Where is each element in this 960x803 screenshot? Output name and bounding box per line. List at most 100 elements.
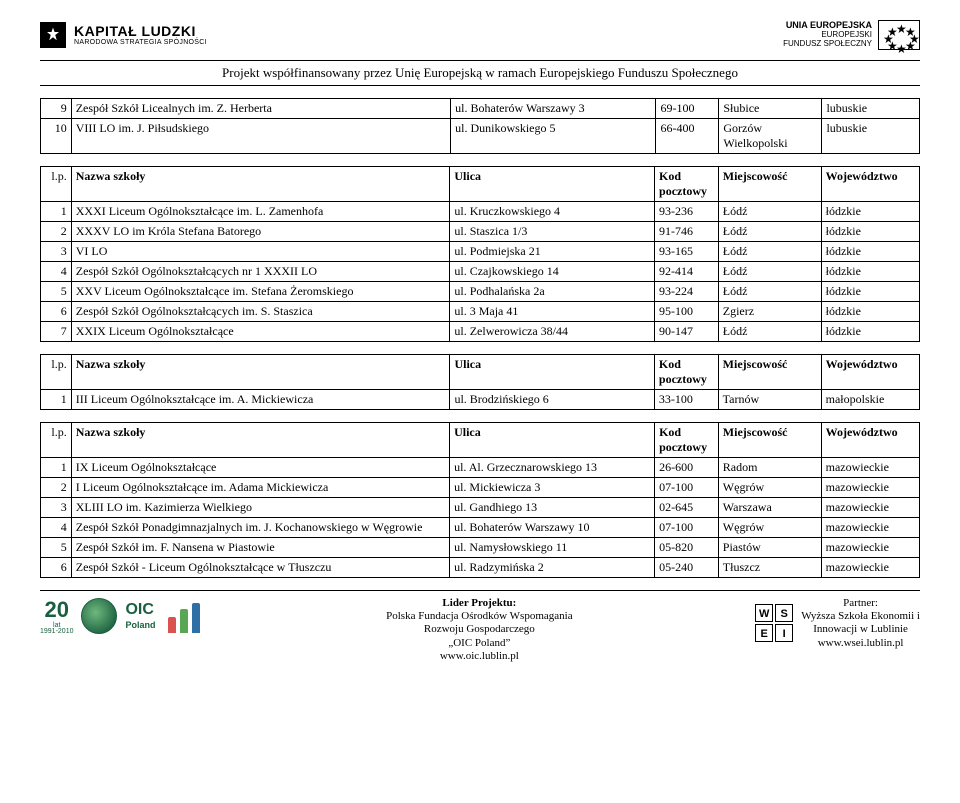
table-row: 6Zespół Szkół Ogólnokształcących im. S. … (41, 302, 920, 322)
cell: mazowieckie (821, 478, 919, 498)
wsei-letter: I (775, 624, 793, 642)
cell: 4 (41, 518, 72, 538)
cell: 3 (41, 498, 72, 518)
schools-table-malopolskie: l.p.Nazwa szkołyUlicaKod pocztowyMiejsco… (40, 354, 920, 410)
col-header: Ulica (450, 167, 655, 202)
table-row: 2XXXV LO im Króla Stefana Batoregoul. St… (41, 222, 920, 242)
leader-title: Lider Projektu: (386, 597, 572, 610)
cell: Węgrów (718, 478, 821, 498)
cell: 33-100 (654, 390, 718, 410)
cell: Łódź (718, 202, 821, 222)
col-header: l.p. (41, 167, 72, 202)
cell: ul. Brodzińskiego 6 (450, 390, 654, 410)
col-header: Miejscowość (718, 167, 821, 202)
footer-logo-20lat: 20 lat1991-2010 OIC Poland (40, 597, 204, 636)
cell: 90-147 (655, 322, 719, 342)
col-header: Kod pocztowy (655, 167, 719, 202)
cell: VIII LO im. J. Piłsudskiego (71, 119, 450, 154)
cell: Warszawa (718, 498, 821, 518)
cell: Zespół Szkół Licealnych im. Z. Herberta (71, 99, 450, 119)
cell: Zgierz (718, 302, 821, 322)
globe-icon (81, 598, 117, 634)
schools-table-lodzkie: l.p.Nazwa szkołyUlicaKod pocztowyMiejsco… (40, 166, 920, 342)
cell: Zespół Szkół Ogólnokształcących nr 1 XXX… (71, 262, 450, 282)
cell: 10 (41, 119, 72, 154)
cell: 3 (41, 242, 72, 262)
col-header: Nazwa szkoły (71, 167, 450, 202)
foundation-icon (164, 599, 204, 633)
schools-table-lubuskie: 9Zespół Szkół Licealnych im. Z. Herberta… (40, 98, 920, 154)
col-header: l.p. (41, 355, 72, 390)
cell: Zespół Szkół Ponadgimnazjalnych im. J. K… (71, 518, 449, 538)
partner-title: Partner: (801, 597, 920, 610)
cell: Gorzów Wielkopolski (719, 119, 822, 154)
cell: 4 (41, 262, 72, 282)
cell: łódzkie (821, 322, 919, 342)
cell: Łódź (718, 282, 821, 302)
twenty-label: 20 (40, 597, 73, 623)
cell: 93-236 (655, 202, 719, 222)
divider (40, 60, 920, 61)
cell: 6 (41, 302, 72, 322)
cell: Łódź (718, 322, 821, 342)
footer-leader: Lider Projektu: Polska Fundacja Ośrodków… (386, 597, 572, 663)
table-row: 3XLIII LO im. Kazimierza Wielkiegoul. Ga… (41, 498, 920, 518)
cell: III Liceum Ogólnokształcące im. A. Micki… (71, 390, 450, 410)
table-row: 10VIII LO im. J. Piłsudskiegoul. Dunikow… (41, 119, 920, 154)
cell: mazowieckie (821, 498, 919, 518)
cell: Radom (718, 458, 821, 478)
cell: 95-100 (655, 302, 719, 322)
kl-title: KAPITAŁ LUDZKI (74, 24, 207, 39)
document-page: KAPITAŁ LUDZKI NARODOWA STRATEGIA SPÓJNO… (40, 0, 920, 673)
cell: ul. Bohaterów Warszawy 3 (451, 99, 656, 119)
table-row: 1IX Liceum Ogólnokształcąceul. Al. Grzec… (41, 458, 920, 478)
col-header: Kod pocztowy (654, 355, 718, 390)
wsei-logo: WSEI (755, 604, 793, 642)
cell: 05-240 (655, 558, 719, 578)
divider (40, 85, 920, 86)
cell: mazowieckie (821, 518, 919, 538)
cell: łódzkie (821, 282, 919, 302)
table-row: 3VI LOul. Podmiejska 2193-165Łódźłódzkie (41, 242, 920, 262)
cell: 93-224 (655, 282, 719, 302)
cell: XXXI Liceum Ogólnokształcące im. L. Zame… (71, 202, 450, 222)
cell: 69-100 (656, 99, 719, 119)
cell: łódzkie (821, 242, 919, 262)
table-row: 7XXIX Liceum Ogólnokształcąceul. Zelwero… (41, 322, 920, 342)
table-row: 4Zespół Szkół Ponadgimnazjalnych im. J. … (41, 518, 920, 538)
eu-flag-icon: ★ ★ ★ ★ ★ ★ ★ ★ (878, 20, 920, 50)
cell: lubuskie (822, 119, 920, 154)
cell: 07-100 (655, 518, 719, 538)
cell: VI LO (71, 242, 450, 262)
cell: 07-100 (655, 478, 719, 498)
wsei-letter: S (775, 604, 793, 622)
project-subtitle: Projekt współfinansowany przez Unię Euro… (40, 65, 920, 81)
cell: mazowieckie (821, 458, 919, 478)
col-header: Województwo (821, 167, 919, 202)
cell: 2 (41, 478, 72, 498)
logo-kapital-ludzki: KAPITAŁ LUDZKI NARODOWA STRATEGIA SPÓJNO… (40, 22, 207, 48)
col-header: Ulica (450, 423, 655, 458)
cell: ul. Zelwerowicza 38/44 (450, 322, 655, 342)
header-row: KAPITAŁ LUDZKI NARODOWA STRATEGIA SPÓJNO… (40, 20, 920, 50)
kl-subtitle: NARODOWA STRATEGIA SPÓJNOŚCI (74, 39, 207, 46)
table-header-row: l.p.Nazwa szkołyUlicaKod pocztowyMiejsco… (41, 167, 920, 202)
cell: ul. Gandhiego 13 (450, 498, 655, 518)
table-row: 4Zespół Szkół Ogólnokształcących nr 1 XX… (41, 262, 920, 282)
kl-icon (40, 22, 66, 48)
table-row: 1XXXI Liceum Ogólnokształcące im. L. Zam… (41, 202, 920, 222)
cell: 5 (41, 282, 72, 302)
cell: ul. Mickiewicza 3 (450, 478, 655, 498)
col-header: l.p. (41, 423, 72, 458)
cell: Zespół Szkół - Liceum Ogólnokształcące w… (71, 558, 449, 578)
cell: 66-400 (656, 119, 719, 154)
cell: 1 (41, 202, 72, 222)
table-row: 5XXV Liceum Ogólnokształcące im. Stefana… (41, 282, 920, 302)
cell: ul. Dunikowskiego 5 (451, 119, 656, 154)
wsei-letter: E (755, 624, 773, 642)
cell: ul. Radzymińska 2 (450, 558, 655, 578)
col-header: Miejscowość (718, 355, 821, 390)
cell: Tłuszcz (718, 558, 821, 578)
cell: mazowieckie (821, 538, 919, 558)
table-row: 2I Liceum Ogólnokształcące im. Adama Mic… (41, 478, 920, 498)
